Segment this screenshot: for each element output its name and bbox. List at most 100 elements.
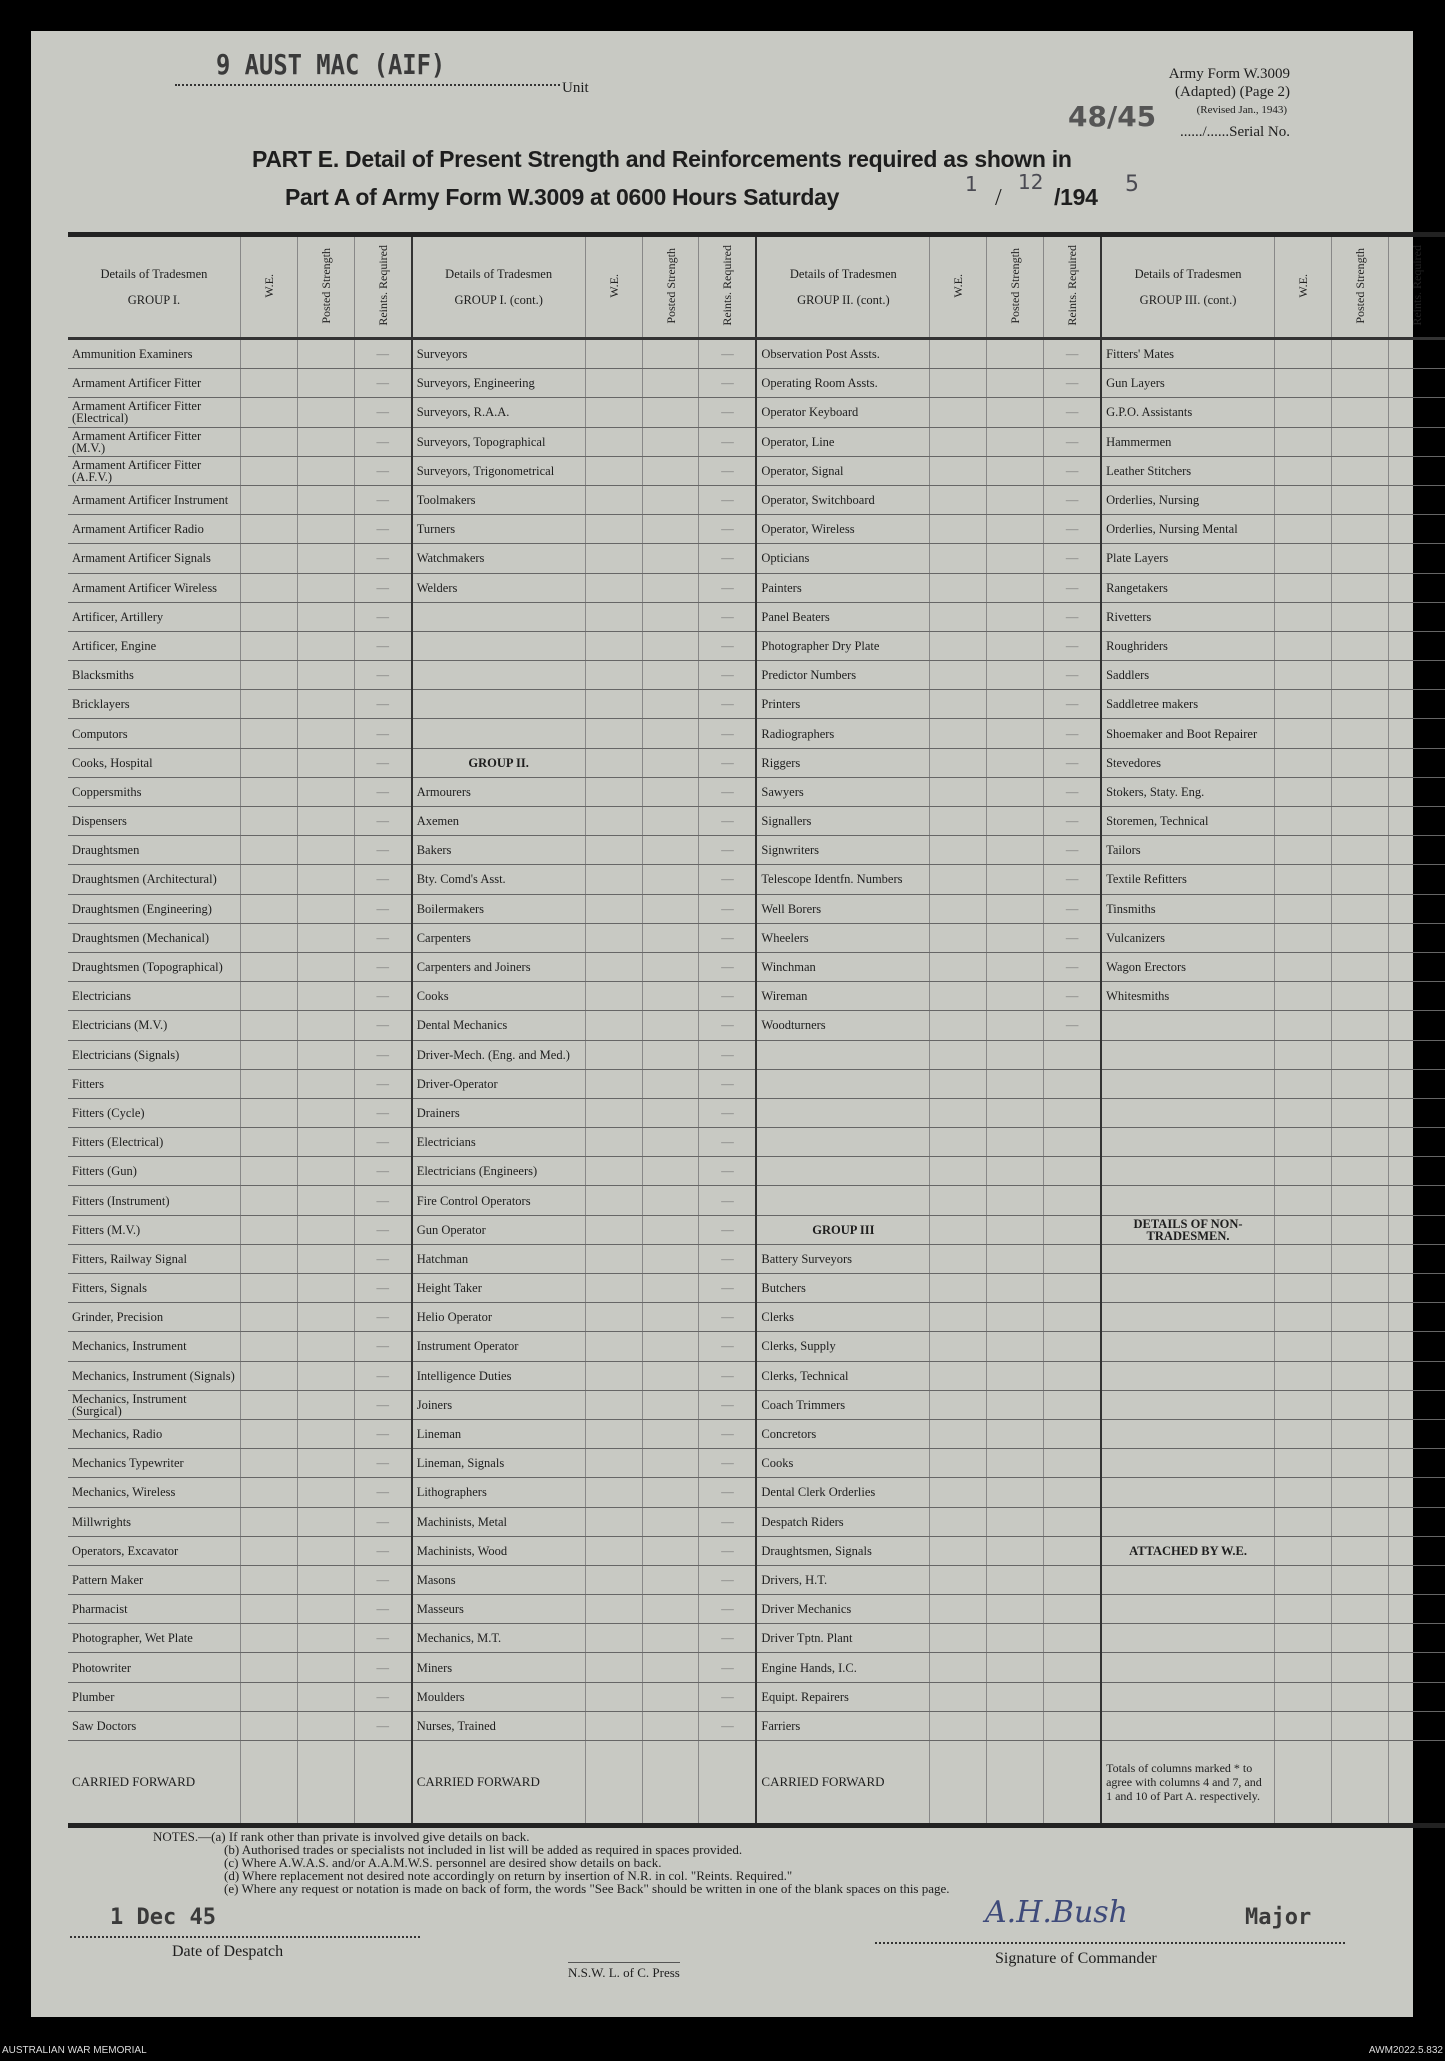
- posted-strength-cell[interactable]: [641, 1127, 699, 1158]
- posted-strength-cell[interactable]: [641, 338, 699, 370]
- we-cell[interactable]: [584, 1156, 643, 1187]
- posted-strength-cell[interactable]: [1330, 1127, 1389, 1158]
- we-cell[interactable]: [239, 456, 298, 486]
- posted-strength-cell[interactable]: [986, 397, 1044, 428]
- reints-required-cell[interactable]: —: [353, 427, 412, 457]
- reints-required-cell[interactable]: [1043, 1623, 1102, 1654]
- reints-required-cell[interactable]: —: [698, 1069, 757, 1099]
- posted-strength-cell[interactable]: [641, 1244, 699, 1275]
- we-cell[interactable]: [1274, 777, 1332, 808]
- we-cell[interactable]: [1274, 338, 1332, 370]
- we-cell[interactable]: [584, 835, 643, 866]
- reints-required-cell[interactable]: —: [353, 777, 412, 808]
- we-cell[interactable]: [239, 1010, 298, 1041]
- we-cell[interactable]: [929, 923, 987, 953]
- we-cell[interactable]: [1274, 689, 1332, 720]
- reints-required-cell[interactable]: —: [353, 748, 412, 778]
- reints-required-cell[interactable]: [1387, 1507, 1445, 1537]
- reints-required-cell[interactable]: —: [698, 894, 757, 924]
- reints-required-cell[interactable]: [1387, 1565, 1445, 1596]
- reints-required-cell[interactable]: —: [353, 894, 412, 924]
- posted-strength-cell[interactable]: [296, 1098, 355, 1129]
- we-cell[interactable]: [929, 981, 987, 1012]
- carried-forward-cell[interactable]: [584, 1740, 643, 1826]
- reints-required-cell[interactable]: —: [1043, 573, 1102, 603]
- posted-strength-cell[interactable]: [641, 573, 699, 603]
- reints-required-cell[interactable]: —: [1043, 835, 1102, 866]
- posted-strength-cell[interactable]: [641, 1623, 699, 1654]
- carried-forward-cell[interactable]: [239, 1740, 298, 1826]
- posted-strength-cell[interactable]: [1330, 602, 1389, 632]
- posted-strength-cell[interactable]: [1330, 1040, 1389, 1070]
- we-cell[interactable]: [239, 573, 298, 603]
- posted-strength-cell[interactable]: [296, 660, 355, 691]
- reints-required-cell[interactable]: [1387, 631, 1445, 662]
- reints-required-cell[interactable]: [1387, 1682, 1445, 1712]
- reints-required-cell[interactable]: —: [353, 1565, 412, 1596]
- we-cell[interactable]: [239, 806, 298, 837]
- reints-required-cell[interactable]: —: [1043, 660, 1102, 691]
- reints-required-cell[interactable]: —: [1043, 543, 1102, 574]
- posted-strength-cell[interactable]: [296, 427, 355, 457]
- we-cell[interactable]: [584, 1565, 643, 1596]
- reints-required-cell[interactable]: —: [353, 602, 412, 632]
- posted-strength-cell[interactable]: [641, 1010, 699, 1041]
- reints-required-cell[interactable]: —: [353, 543, 412, 574]
- we-cell[interactable]: [584, 981, 643, 1012]
- reints-required-cell[interactable]: [1387, 1010, 1445, 1041]
- posted-strength-cell[interactable]: [986, 952, 1044, 983]
- posted-strength-cell[interactable]: [1330, 689, 1389, 720]
- we-cell[interactable]: [239, 1244, 298, 1275]
- we-cell[interactable]: [929, 1302, 987, 1333]
- posted-strength-cell[interactable]: [1330, 485, 1389, 516]
- posted-strength-cell[interactable]: [986, 864, 1044, 895]
- we-cell[interactable]: [1274, 631, 1332, 662]
- we-cell[interactable]: [1274, 952, 1332, 983]
- we-cell[interactable]: [584, 602, 643, 632]
- we-cell[interactable]: [1274, 894, 1332, 924]
- posted-strength-cell[interactable]: [641, 1331, 699, 1362]
- reints-required-cell[interactable]: —: [698, 1652, 757, 1683]
- we-cell[interactable]: [584, 806, 643, 837]
- we-cell[interactable]: [929, 748, 987, 778]
- carried-forward-cell[interactable]: [929, 1740, 987, 1826]
- reints-required-cell[interactable]: —: [353, 1302, 412, 1333]
- posted-strength-cell[interactable]: [641, 1361, 699, 1391]
- posted-strength-cell[interactable]: [1330, 1536, 1389, 1566]
- posted-strength-cell[interactable]: [641, 1507, 699, 1537]
- reints-required-cell[interactable]: [1387, 573, 1445, 603]
- we-cell[interactable]: [239, 894, 298, 924]
- posted-strength-cell[interactable]: [1330, 923, 1389, 953]
- reints-required-cell[interactable]: —: [698, 952, 757, 983]
- reints-required-cell[interactable]: —: [698, 573, 757, 603]
- posted-strength-cell[interactable]: [296, 1361, 355, 1391]
- posted-strength-cell[interactable]: [986, 1331, 1044, 1362]
- reints-required-cell[interactable]: —: [353, 1273, 412, 1304]
- we-cell[interactable]: [929, 1185, 987, 1216]
- reints-required-cell[interactable]: —: [698, 1594, 757, 1625]
- reints-required-cell[interactable]: —: [698, 514, 757, 545]
- reints-required-cell[interactable]: [1043, 1361, 1102, 1391]
- we-cell[interactable]: [929, 689, 987, 720]
- posted-strength-cell[interactable]: [986, 456, 1044, 486]
- we-cell[interactable]: [239, 1623, 298, 1654]
- we-cell[interactable]: [929, 543, 987, 574]
- we-cell[interactable]: [929, 864, 987, 895]
- we-cell[interactable]: [1274, 1682, 1332, 1712]
- posted-strength-cell[interactable]: [1330, 573, 1389, 603]
- posted-strength-cell[interactable]: [296, 368, 355, 399]
- reints-required-cell[interactable]: —: [698, 718, 757, 749]
- posted-strength-cell[interactable]: [641, 748, 699, 778]
- we-cell[interactable]: [584, 1536, 643, 1566]
- posted-strength-cell[interactable]: [1330, 1273, 1389, 1304]
- reints-required-cell[interactable]: —: [353, 1448, 412, 1479]
- posted-strength-cell[interactable]: [1330, 1448, 1389, 1479]
- reints-required-cell[interactable]: [1043, 1215, 1102, 1245]
- reints-required-cell[interactable]: —: [698, 777, 757, 808]
- reints-required-cell[interactable]: [1387, 543, 1445, 574]
- posted-strength-cell[interactable]: [641, 1302, 699, 1333]
- posted-strength-cell[interactable]: [641, 1185, 699, 1216]
- reints-required-cell[interactable]: [1387, 777, 1445, 808]
- reints-required-cell[interactable]: [1387, 1477, 1445, 1508]
- we-cell[interactable]: [1274, 456, 1332, 486]
